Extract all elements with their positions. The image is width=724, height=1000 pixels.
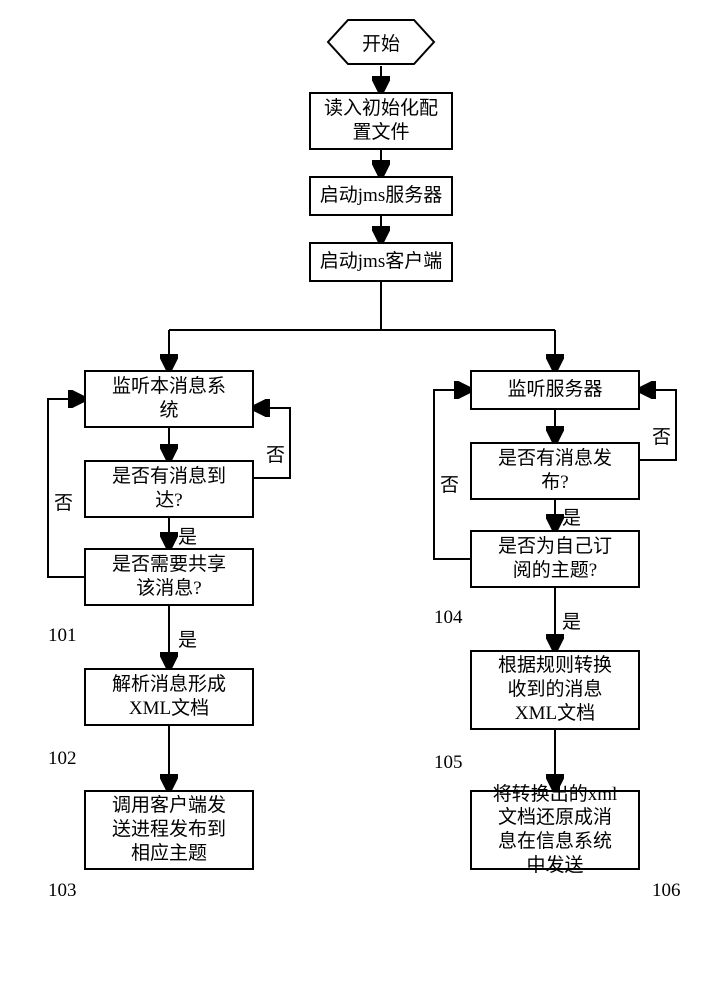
label-l2-yes: 是 — [178, 522, 197, 549]
r2-text: 是否有消息发布? — [498, 447, 612, 495]
num-102: 102 — [48, 748, 77, 770]
l5-text: 调用客户端发送进程发布到相应主题 — [112, 794, 226, 865]
num-103: 103 — [48, 880, 77, 902]
jmssrv-text: 启动jms服务器 — [320, 184, 442, 208]
l2-text: 是否有消息到达? — [112, 465, 226, 513]
jmscli-text: 启动jms客户端 — [320, 250, 442, 274]
node-r3: 是否为自己订阅的主题? — [470, 530, 640, 588]
init-text: 读入初始化配置文件 — [324, 97, 438, 145]
label-r2-yes: 是 — [562, 503, 581, 530]
r5-text: 将转换出的xml文档还原成消息在信息系统中发送 — [493, 783, 618, 878]
num-104: 104 — [434, 607, 463, 629]
l1-text: 监听本消息系统 — [112, 375, 226, 423]
node-r4: 根据规则转换收到的消息XML文档 — [470, 650, 640, 730]
node-l5: 调用客户端发送进程发布到相应主题 — [84, 790, 254, 870]
label-r2-no: 否 — [652, 422, 671, 449]
node-r1: 监听服务器 — [470, 370, 640, 410]
node-init: 读入初始化配置文件 — [309, 92, 453, 150]
r3-text: 是否为自己订阅的主题? — [498, 535, 612, 583]
label-l3-yes: 是 — [178, 625, 197, 652]
l4-text: 解析消息形成XML文档 — [112, 673, 226, 721]
node-l4: 解析消息形成XML文档 — [84, 668, 254, 726]
l3-text: 是否需要共享该消息? — [112, 553, 226, 601]
node-l2: 是否有消息到达? — [84, 460, 254, 518]
node-l1: 监听本消息系统 — [84, 370, 254, 428]
node-jmssrv: 启动jms服务器 — [309, 176, 453, 216]
r4-text: 根据规则转换收到的消息XML文档 — [498, 654, 612, 725]
label-l2-no: 否 — [266, 440, 285, 467]
label-l3-no: 否 — [54, 488, 73, 515]
num-106: 106 — [652, 880, 681, 902]
label-r3-yes: 是 — [562, 607, 581, 634]
node-r5: 将转换出的xml文档还原成消息在信息系统中发送 — [470, 790, 640, 870]
label-r3-no: 否 — [440, 470, 459, 497]
node-l3: 是否需要共享该消息? — [84, 548, 254, 606]
start-label: 开始 — [326, 18, 436, 66]
node-r2: 是否有消息发布? — [470, 442, 640, 500]
node-start: 开始 — [326, 18, 436, 66]
node-jmscli: 启动jms客户端 — [309, 242, 453, 282]
num-101: 101 — [48, 625, 77, 647]
r1-text: 监听服务器 — [507, 378, 602, 402]
num-105: 105 — [434, 752, 463, 774]
